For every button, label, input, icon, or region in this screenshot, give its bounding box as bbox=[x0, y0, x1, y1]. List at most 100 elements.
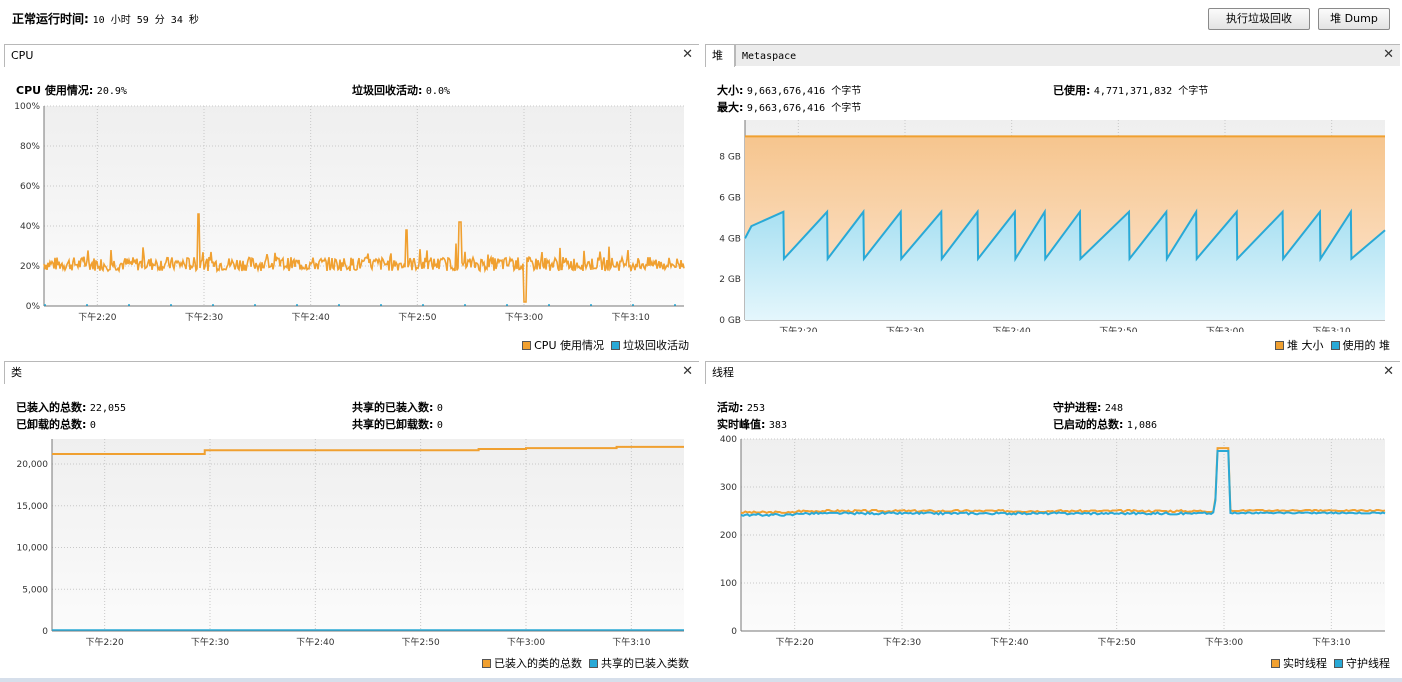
unloaded-total-label: 已卸载的总数: bbox=[16, 418, 87, 431]
x-tick-label: 下午2:30 bbox=[191, 636, 229, 648]
y-tick-label: 20,000 bbox=[17, 460, 49, 470]
legend-swatch-loaded bbox=[482, 659, 491, 668]
legend-heap-size: 堆 大小 bbox=[1287, 339, 1324, 352]
y-tick-label: 10,000 bbox=[17, 544, 49, 554]
close-icon[interactable]: ✕ bbox=[682, 47, 693, 62]
legend-swatch-shared bbox=[589, 659, 598, 668]
y-tick-label: 400 bbox=[720, 435, 737, 445]
y-tick-label: 300 bbox=[720, 483, 737, 493]
y-tick-label: 60% bbox=[20, 182, 40, 192]
legend-gc: 垃圾回收活动 bbox=[623, 339, 689, 352]
y-tick-label: 2 GB bbox=[719, 275, 741, 285]
started-threads-value: 1,086 bbox=[1126, 420, 1158, 431]
cpu-usage-value: 20.9% bbox=[96, 86, 127, 97]
shared-unloaded-label: 共享的已卸载数: bbox=[352, 418, 434, 431]
y-tick-label: 8 GB bbox=[719, 153, 741, 163]
y-tick-label: 100% bbox=[14, 102, 40, 112]
gc-activity-label: 垃圾回收活动: bbox=[352, 84, 423, 97]
tab-metaspace-label: Metaspace bbox=[742, 51, 797, 62]
cpu-usage-series bbox=[43, 213, 685, 303]
heap-max-label: 最大: bbox=[717, 101, 744, 114]
x-tick-label: 下午3:00 bbox=[505, 311, 543, 323]
y-tick-label: 20% bbox=[20, 262, 40, 272]
close-icon[interactable]: ✕ bbox=[682, 364, 693, 379]
tab-cpu[interactable]: CPU bbox=[4, 44, 699, 67]
heap-max-info: 最大: 9,663,676,416 个字节 bbox=[717, 99, 861, 115]
legend-swatch-gc bbox=[611, 341, 620, 350]
x-tick-label: 下午3:10 bbox=[1312, 636, 1350, 648]
x-tick-label: 下午2:40 bbox=[296, 636, 334, 648]
peak-threads-label: 实时峰值: bbox=[717, 418, 766, 431]
heap-used-area bbox=[745, 211, 1385, 320]
loaded-total-info: 已装入的总数: 22,055 bbox=[16, 399, 126, 415]
close-icon[interactable]: ✕ bbox=[1383, 47, 1394, 62]
heap-dump-button[interactable]: 堆 Dump bbox=[1318, 8, 1390, 30]
heap-used-value: 4,771,371,832 个字节 bbox=[1093, 86, 1209, 97]
cpu-usage-label: CPU 使用情况: bbox=[16, 84, 94, 97]
x-tick-label: 下午3:00 bbox=[507, 636, 545, 648]
peak-threads-value: 383 bbox=[768, 420, 787, 431]
classes-tabbar: 类 ✕ bbox=[4, 361, 699, 384]
x-tick-label: 下午3:00 bbox=[1205, 636, 1243, 648]
cpu-legend: CPU 使用情况 垃圾回收活动 bbox=[522, 337, 689, 353]
unloaded-total-value: 0 bbox=[89, 420, 96, 431]
daemon-threads-label: 守护进程: bbox=[1053, 401, 1102, 414]
cpu-panel: CPU ✕ CPU 使用情况: 20.9% 垃圾回收活动: 0.0% 0% 20%… bbox=[4, 44, 699, 356]
heap-size-label: 大小: bbox=[717, 84, 744, 97]
plot-area bbox=[44, 106, 684, 306]
legend-loaded: 已装入的类的总数 bbox=[494, 657, 582, 670]
tab-heap[interactable]: 堆 bbox=[705, 44, 735, 67]
y-tick-label: 6 GB bbox=[719, 194, 741, 204]
y-tick-label: 40% bbox=[20, 222, 40, 232]
x-tick-label: 下午2:30 bbox=[886, 325, 924, 332]
legend-swatch-live bbox=[1271, 659, 1280, 668]
legend-shared: 共享的已装入类数 bbox=[601, 657, 689, 670]
tab-cpu-label: CPU bbox=[11, 49, 34, 62]
threads-legend: 实时线程 守护线程 bbox=[1271, 655, 1390, 671]
loaded-total-value: 22,055 bbox=[89, 403, 127, 414]
daemon-threads-series bbox=[740, 450, 1386, 517]
x-tick-label: 下午2:50 bbox=[1099, 325, 1137, 332]
loaded-total-label: 已装入的总数: bbox=[16, 401, 87, 414]
heap-used-label: 已使用: bbox=[1053, 84, 1091, 97]
shared-unloaded-value: 0 bbox=[436, 420, 443, 431]
status-strip bbox=[0, 678, 1402, 682]
x-tick-label: 下午3:10 bbox=[612, 636, 650, 648]
x-tick-label: 下午3:10 bbox=[1313, 325, 1351, 332]
close-icon[interactable]: ✕ bbox=[1383, 364, 1394, 379]
heap-tabbar: 堆 Metaspace ✕ bbox=[705, 44, 1400, 67]
daemon-threads-value: 248 bbox=[1104, 403, 1123, 414]
tab-threads[interactable]: 线程 bbox=[705, 361, 1400, 384]
legend-swatch-daemon bbox=[1334, 659, 1343, 668]
threads-chart: 0 100 200 300 400 下午2:20 下午2:30 下午2:40 下午2:50 下午3… bbox=[720, 435, 1386, 648]
x-tick-label: 下午2:30 bbox=[185, 311, 223, 323]
x-tick-label: 下午2:20 bbox=[779, 325, 817, 332]
tab-metaspace[interactable]: Metaspace bbox=[735, 44, 1400, 66]
perform-gc-button[interactable]: 执行垃圾回收 bbox=[1208, 8, 1310, 30]
classes-panel: 类 ✕ 已装入的总数: 22,055 已卸载的总数: 0 共享的已装入数: 0 … bbox=[4, 361, 699, 677]
x-tick-label: 下午2:50 bbox=[1098, 636, 1136, 648]
y-tick-label: 4 GB bbox=[719, 234, 741, 244]
shared-loaded-value: 0 bbox=[436, 403, 443, 414]
heap-panel: 堆 Metaspace ✕ 大小: 9,663,676,416 个字节 已使用:… bbox=[705, 44, 1400, 356]
gc-activity-info: 垃圾回收活动: 0.0% bbox=[352, 82, 450, 98]
x-tick-label: 下午2:20 bbox=[78, 311, 116, 323]
threads-tabbar: 线程 ✕ bbox=[705, 361, 1400, 384]
threads-panel: 线程 ✕ 活动: 253 实时峰值: 383 守护进程: 248 已启动的总数:… bbox=[705, 361, 1400, 677]
legend-swatch-heap-used bbox=[1330, 341, 1340, 350]
plot-area bbox=[52, 439, 684, 631]
gc-activity-value: 0.0% bbox=[425, 86, 450, 97]
started-threads-label: 已启动的总数: bbox=[1053, 418, 1124, 431]
y-tick-label: 5,000 bbox=[22, 585, 48, 595]
tab-threads-label: 线程 bbox=[712, 366, 734, 379]
y-tick-label: 0 GB bbox=[719, 316, 741, 326]
heap-used-info: 已使用: 4,771,371,832 个字节 bbox=[1053, 82, 1208, 98]
cpu-chart: 0% 20% 40% 60% 80% 100% 下午2:20 下午2:30 下午2:40 下午2:… bbox=[14, 102, 685, 323]
classes-legend: 已装入的类的总数 共享的已装入类数 bbox=[482, 655, 689, 671]
heap-size-value: 9,663,676,416 个字节 bbox=[746, 86, 862, 97]
shared-loaded-label: 共享的已装入数: bbox=[352, 401, 434, 414]
tab-classes[interactable]: 类 bbox=[4, 361, 699, 384]
shared-loaded-info: 共享的已装入数: 0 bbox=[352, 399, 443, 415]
classes-chart: 0 5,000 10,000 15,000 20,000 下午2:20 下午2:30 下午2:… bbox=[17, 439, 684, 648]
legend-heap-used: 使用的 堆 bbox=[1342, 339, 1391, 352]
